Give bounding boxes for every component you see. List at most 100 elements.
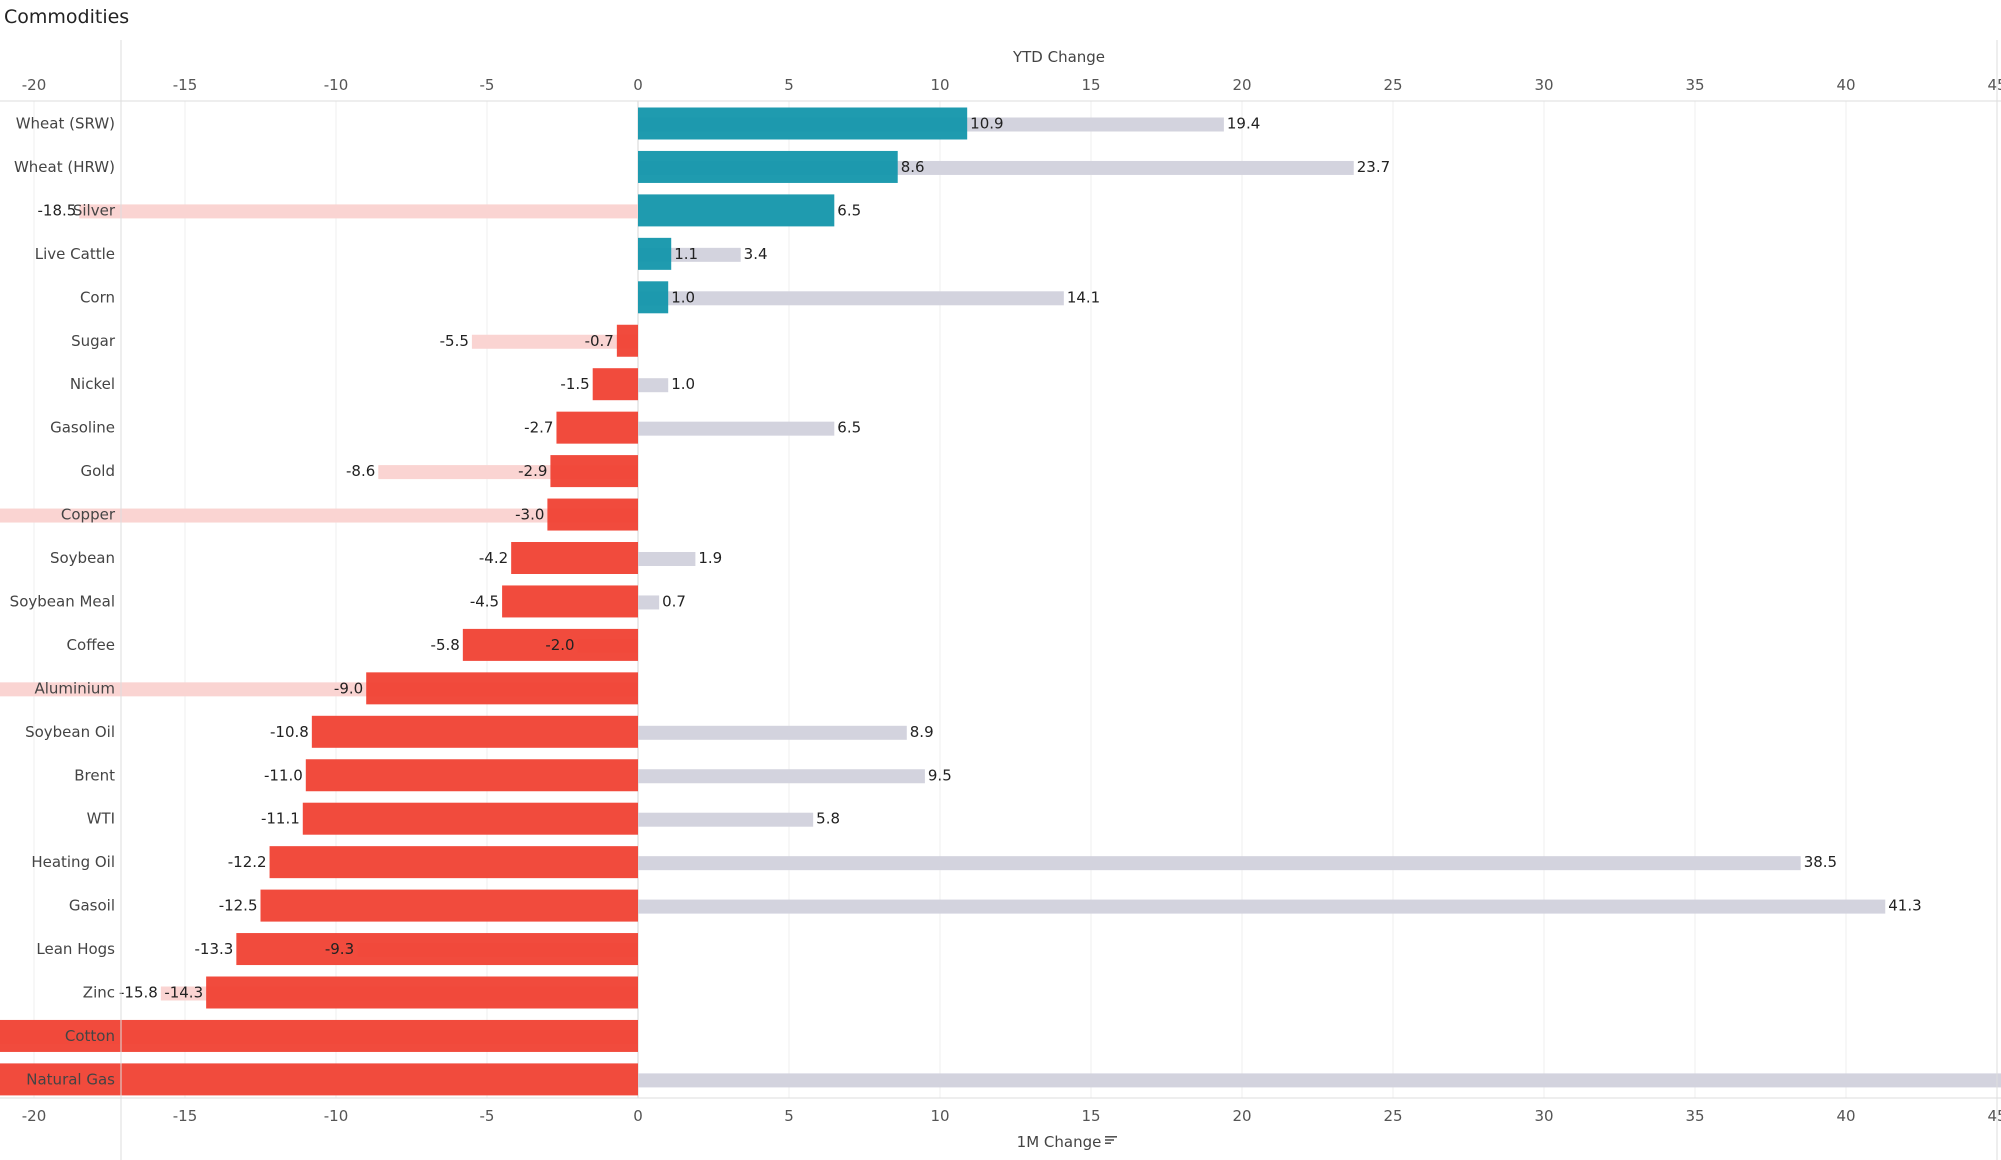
ytd-bar[interactable]	[638, 552, 696, 566]
one-month-bar[interactable]	[302, 802, 638, 835]
one-month-value-label: 10.9	[970, 115, 1003, 133]
one-month-bar[interactable]	[556, 411, 638, 444]
bottom-tick-label: 45	[1987, 1107, 2001, 1125]
one-month-value-label: -10.8	[270, 723, 309, 741]
category-label: Copper	[61, 506, 116, 524]
value-labels: 10.9 19.4 8.6 23.7 6.5 -18.5 1.1 3.4 1.0 14.1 -0.7…	[37, 115, 1921, 1002]
page-title: Commodities	[4, 6, 130, 28]
one-month-bar[interactable]	[206, 976, 638, 1009]
ytd-bar[interactable]	[638, 595, 660, 610]
top-tick-label: -10	[324, 76, 349, 94]
ytd-value-label: 5.8	[816, 810, 840, 828]
bottom-tick-label: 40	[1836, 1107, 1855, 1125]
category-label: Gasoline	[50, 419, 115, 437]
bottom-tick-label: 25	[1383, 1107, 1402, 1125]
category-label: Gold	[81, 462, 116, 480]
one-month-value-label: -11.1	[261, 810, 300, 828]
ytd-bar[interactable]	[79, 204, 639, 219]
one-month-value-label: -5.8	[431, 636, 460, 654]
one-month-value-label: -4.5	[470, 592, 499, 610]
bottom-tick-label: 35	[1685, 1107, 1704, 1125]
one-month-value-label: -14.3	[164, 984, 203, 1002]
category-label: Brent	[74, 766, 115, 784]
one-month-bar[interactable]	[592, 368, 638, 401]
one-month-bar[interactable]	[0, 1063, 638, 1096]
ytd-bar[interactable]	[638, 856, 1801, 871]
top-tick-label: 15	[1081, 76, 1100, 94]
top-tick-label: 40	[1836, 76, 1855, 94]
category-label: Sugar	[71, 332, 116, 350]
one-month-bar[interactable]	[260, 889, 639, 922]
one-month-value-label: -11.0	[264, 766, 303, 784]
one-month-bar[interactable]	[0, 1019, 639, 1052]
ytd-bar[interactable]	[638, 1073, 2001, 1088]
ytd-value-label: -5.5	[440, 332, 469, 350]
one-month-bar[interactable]	[511, 542, 638, 574]
ytd-value-label: 19.4	[1227, 115, 1260, 133]
top-tick-label: 35	[1685, 76, 1704, 94]
sort-icon-line	[1105, 1142, 1111, 1144]
one-month-bars	[0, 107, 968, 1096]
one-month-bar[interactable]	[638, 237, 672, 270]
ytd-value-label: 3.4	[744, 245, 768, 263]
one-month-bar[interactable]	[269, 846, 638, 879]
one-month-bar[interactable]	[638, 194, 835, 227]
one-month-value-label: -12.5	[219, 897, 258, 915]
ytd-bar[interactable]	[0, 508, 639, 523]
bottom-tick-label: 30	[1534, 1107, 1553, 1125]
one-month-bar[interactable]	[502, 585, 638, 618]
one-month-value-label: -2.9	[518, 462, 547, 480]
one-month-value-label: -0.7	[585, 332, 614, 350]
category-label: Wheat (HRW)	[14, 158, 115, 176]
one-month-value-label: -2.7	[524, 419, 553, 437]
one-month-bar[interactable]	[305, 759, 638, 792]
one-month-bar[interactable]	[311, 715, 638, 748]
category-label: Soybean Oil	[25, 723, 115, 741]
category-label: Soybean Meal	[10, 592, 115, 610]
ytd-value-label: 14.1	[1067, 288, 1100, 306]
ytd-value-label: -8.6	[346, 462, 375, 480]
category-label: Heating Oil	[31, 853, 115, 871]
category-label: Cotton	[65, 1027, 115, 1045]
category-label: Lean Hogs	[36, 940, 115, 958]
one-month-value-label: -4.2	[479, 549, 508, 567]
one-month-bar[interactable]	[550, 455, 638, 488]
one-month-bar[interactable]	[462, 628, 638, 661]
top-tick-label: 25	[1383, 76, 1402, 94]
category-label: Gasoil	[69, 897, 115, 915]
one-month-bar[interactable]	[638, 281, 669, 314]
ytd-value-label: 1.9	[698, 549, 722, 567]
bottom-tick-label: -20	[22, 1107, 47, 1125]
ytd-value-label: 0.7	[662, 592, 686, 610]
one-month-bar[interactable]	[638, 107, 968, 140]
ytd-bar[interactable]	[638, 291, 1064, 306]
top-tick-label: 30	[1534, 76, 1553, 94]
bottom-tick-label: 15	[1081, 1107, 1100, 1125]
one-month-value-label: -12.2	[228, 853, 267, 871]
ytd-value-label: -2.0	[545, 636, 574, 654]
category-label: Soybean	[50, 549, 115, 567]
one-month-bar[interactable]	[236, 933, 638, 966]
category-label: Coffee	[67, 636, 115, 654]
category-label: Corn	[80, 288, 115, 306]
one-month-value-label: 8.6	[901, 158, 925, 176]
ytd-bar[interactable]	[638, 769, 925, 784]
grid-lines	[33, 101, 1998, 1098]
ytd-bar[interactable]	[638, 378, 669, 393]
ytd-bar[interactable]	[638, 812, 814, 827]
ytd-value-label: -15.8	[119, 984, 158, 1002]
one-month-bar[interactable]	[366, 672, 638, 705]
bottom-axis-title[interactable]: 1M Change	[1017, 1133, 1102, 1151]
ytd-bar[interactable]	[638, 421, 835, 436]
ytd-value-label: 6.5	[837, 419, 861, 437]
ytd-bar[interactable]	[638, 725, 907, 740]
bottom-tick-label: 0	[633, 1107, 643, 1125]
ytd-bar[interactable]	[471, 334, 638, 349]
one-month-bar[interactable]	[547, 498, 638, 531]
category-label: Zinc	[83, 984, 115, 1002]
one-month-bar[interactable]	[638, 150, 898, 183]
one-month-bar[interactable]	[616, 324, 638, 357]
ytd-bar[interactable]	[638, 899, 1886, 914]
sort-icon[interactable]	[1105, 1136, 1117, 1144]
